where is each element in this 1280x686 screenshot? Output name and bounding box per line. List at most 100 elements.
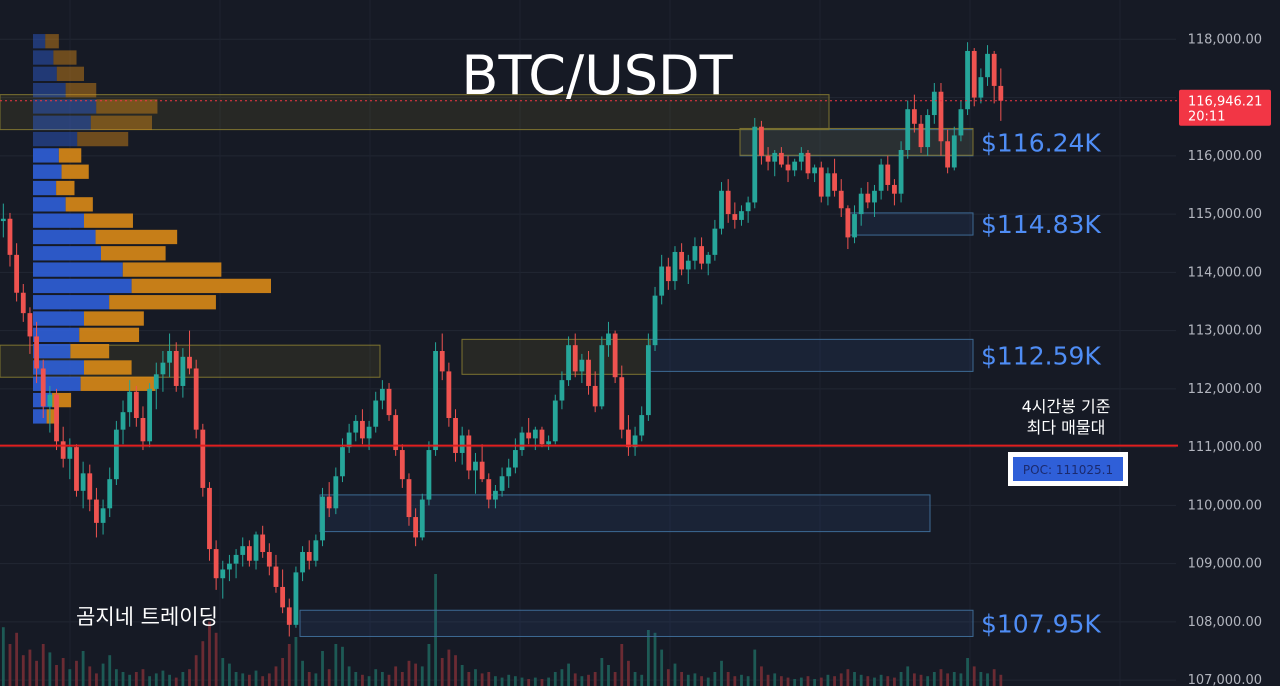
volume-bar [148,676,152,686]
candle-body [679,251,685,270]
volume-bar [853,672,856,686]
volume-bar [8,644,12,686]
volume-bar [81,651,85,686]
candle-body [805,152,811,174]
candle-body [579,359,585,372]
volume-bar [593,672,597,686]
volume-bar [487,672,491,686]
candle-body [320,496,325,541]
candle-body [413,517,419,538]
volume-bar [55,665,58,686]
volume-bars [1,574,1003,686]
volume-bar [979,672,983,686]
candle-body [20,292,26,314]
profile-buy-bar [33,344,71,359]
candle-body [818,167,824,197]
candle-body [479,461,485,480]
volume-bar [234,672,238,686]
volume-bar [128,674,132,686]
volume-bar [507,674,511,686]
volume-bar [753,649,757,686]
candle-body [67,447,73,459]
candle-body [645,345,651,416]
candle-body [971,50,977,98]
profile-sell-bar [70,344,110,359]
volume-bar [41,644,45,686]
volume-bar [640,674,644,686]
candle-body [107,479,113,509]
profile-sell-bar [56,180,75,196]
candle-body [113,429,119,480]
volume-bar [314,673,318,686]
candle-body [705,254,711,264]
volume-bar [826,674,830,686]
candle-body [473,461,478,471]
profile-sell-bar [84,311,144,326]
volume-bar [474,669,477,686]
candle-body [712,228,718,255]
candle-body [812,167,818,174]
volume-bar [228,663,231,686]
demand-zone [649,338,974,372]
candle-body [898,150,904,194]
volume-bar [400,672,404,686]
candle-body [393,415,399,451]
price-tick-label: 108,000.00 [1188,615,1262,630]
volume-bar [121,672,125,686]
volume-bar [706,677,710,686]
volume-bar [327,669,331,686]
volume-bar [95,673,98,686]
volume-bar [208,621,211,686]
volume-bar [281,658,285,686]
volume-bar [540,679,544,686]
volume-bar [939,669,943,686]
candle-body [207,487,212,550]
candle-body [858,193,864,215]
volume-bar [194,655,198,686]
candle-body [752,126,758,203]
volume-bar [261,676,265,686]
volume-bar [520,677,524,686]
volume-bar [766,674,770,686]
candle-body [526,432,532,439]
candle-body [772,152,778,162]
candle-body [127,391,133,413]
volume-bar [720,660,723,686]
volume-bar [440,658,444,686]
volume-bar [354,672,358,686]
volume-bar [387,674,391,686]
profile-sell-bar [101,246,166,261]
candle-body [892,184,897,194]
candle-body [386,388,392,416]
profile-sell-bar [79,327,140,343]
candle-body [133,391,139,418]
volume-bar [932,672,936,686]
volume-bar [560,669,564,686]
candle-body [506,467,512,477]
volume-bar [912,673,916,686]
volume-bar [600,658,604,686]
volume-bar [839,673,843,686]
volume-bar [992,669,996,686]
volume-bar [61,658,65,686]
candle-body [985,53,990,78]
candle-body [100,508,106,523]
volume-bar [866,676,870,686]
volume-bar [287,644,291,686]
current-price-tag: 116,946.21 20:11 [1179,89,1271,126]
candle-body [586,359,591,386]
candle-body [619,377,625,430]
candle-body [632,435,638,448]
volume-bar [254,670,258,686]
candle-body [532,429,538,439]
volume-bar [454,655,457,686]
profile-buy-bar [33,66,57,81]
candle-body [426,450,432,500]
volume-bar [799,677,803,686]
price-tick-label: 109,000.00 [1188,557,1262,572]
volume-bar [394,666,398,686]
volume-bar [134,672,138,686]
profile-buy-bar [33,278,132,294]
